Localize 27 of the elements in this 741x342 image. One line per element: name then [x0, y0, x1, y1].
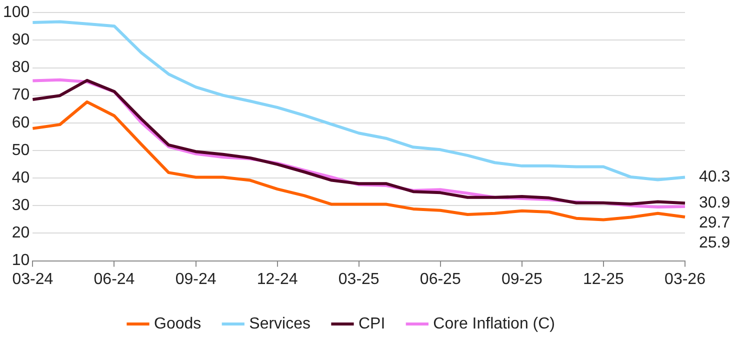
y-tick-label: 70: [12, 86, 30, 104]
y-tick-label: 60: [12, 114, 30, 132]
y-tick-label: 40: [12, 169, 30, 186]
x-tick-label: 06-24: [94, 270, 135, 288]
legend-label: Core Inflation (C): [433, 315, 555, 332]
legend-label: Goods: [154, 315, 202, 332]
x-tick-label: 12-24: [256, 270, 298, 288]
y-tick-label: 30: [12, 197, 30, 214]
y-tick-label: 100: [2, 4, 30, 22]
legend-label: Services: [249, 315, 311, 332]
y-tick-label: 90: [12, 32, 30, 49]
y-tick-label: 50: [12, 142, 30, 159]
x-tick-label: 03-26: [664, 270, 706, 288]
x-tick-label: 09-24: [175, 270, 216, 288]
annotation: 29.7: [699, 214, 730, 232]
x-tick-label: 06-25: [420, 270, 461, 288]
y-tick-label: 10: [12, 252, 30, 270]
annotation: 30.9: [699, 194, 730, 212]
x-tick-label: 03-24: [12, 270, 54, 288]
annotation: 40.3: [699, 168, 730, 186]
legend-label: CPI: [358, 315, 386, 332]
annotation: 25.9: [699, 234, 730, 252]
y-tick-label: 80: [12, 59, 30, 76]
x-tick-label: 03-25: [338, 270, 380, 288]
x-tick-label: 12-25: [583, 270, 624, 288]
y-tick-label: 20: [12, 224, 30, 242]
x-tick-label: 09-25: [501, 270, 542, 288]
